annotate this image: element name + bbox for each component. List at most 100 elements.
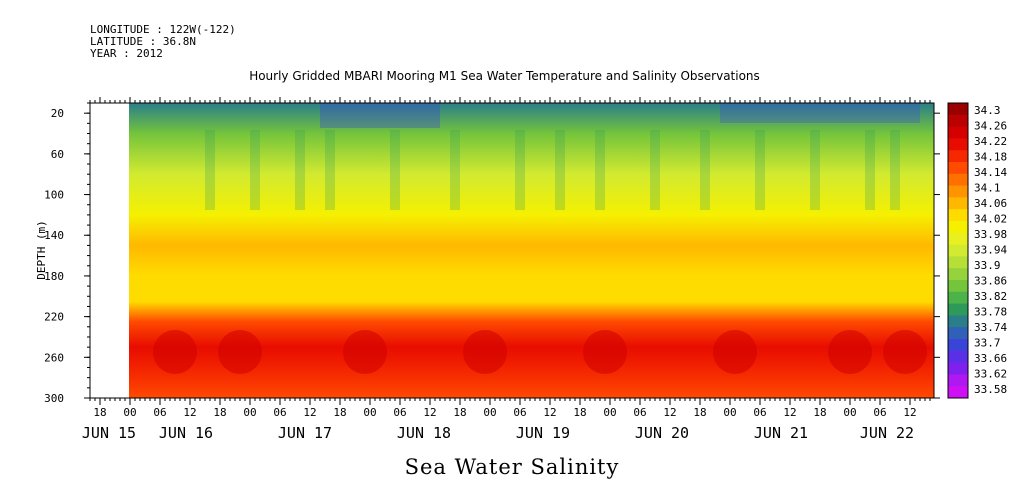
colorbar-swatch <box>948 291 968 305</box>
x-tick-label: 00 <box>123 406 136 419</box>
plume-10 <box>700 130 710 210</box>
x-tick-label: 06 <box>633 406 646 419</box>
colorbar-label: 34.26 <box>974 119 1007 132</box>
x-tick-label: 00 <box>603 406 616 419</box>
x-tick-label: 18 <box>213 406 226 419</box>
colorbar-swatch <box>948 197 968 210</box>
colorbar-swatch <box>948 303 968 316</box>
colorbar-label: 33.86 <box>974 275 1007 288</box>
colorbar-swatch <box>948 268 968 281</box>
x-tick-label: 06 <box>753 406 766 419</box>
salinity-max-1 <box>218 330 262 374</box>
colorbar-label: 33.7 <box>974 337 1001 350</box>
y-tick-label: 60 <box>51 148 64 161</box>
colorbar-swatch <box>948 232 968 246</box>
x-tick-label: 00 <box>483 406 496 419</box>
x-day-label: JUN 22 <box>860 424 914 442</box>
plume-3 <box>325 130 335 210</box>
x-day-label: JUN 17 <box>278 424 332 442</box>
x-tick-label: 00 <box>363 406 376 419</box>
colorbar-label: 34.06 <box>974 197 1007 210</box>
x-day-label: JUN 19 <box>516 424 570 442</box>
x-tick-label: 06 <box>273 406 286 419</box>
plume-0 <box>205 130 215 210</box>
x-tick-label: 18 <box>453 406 466 419</box>
plume-12 <box>810 130 820 210</box>
x-day-label: JUN 21 <box>754 424 808 442</box>
colorbar-swatch <box>948 256 968 269</box>
plume-4 <box>390 130 400 210</box>
colorbar-label: 34.1 <box>974 181 1001 194</box>
colorbar-swatch <box>948 244 968 257</box>
x-tick-label: 18 <box>693 406 706 419</box>
colorbar-frame <box>947 102 969 399</box>
colorbar-label: 33.9 <box>974 259 1001 272</box>
x-tick-label: 18 <box>93 406 106 419</box>
colorbar-swatch <box>948 374 968 387</box>
plume-6 <box>515 130 525 210</box>
plume-7 <box>555 130 565 210</box>
colorbar-label: 33.74 <box>974 321 1007 334</box>
x-tick-label: 18 <box>813 406 826 419</box>
plot-frame <box>89 102 935 399</box>
x-tick-label: 12 <box>663 406 676 419</box>
salinity-field <box>129 103 934 398</box>
salinity-max-6 <box>828 330 872 374</box>
colorbar-label: 33.58 <box>974 383 1007 396</box>
colorbar-swatch <box>948 103 968 116</box>
y-tick-label: 260 <box>44 351 64 364</box>
colorbar-swatch <box>948 362 968 375</box>
chart-title: Hourly Gridded MBARI Mooring M1 Sea Wate… <box>249 69 760 83</box>
plume-11 <box>755 130 765 210</box>
y-tick-label: 300 <box>44 392 64 405</box>
x-tick-label: 06 <box>393 406 406 419</box>
longitude-label: LONGITUDE : 122W(-122) <box>90 23 236 36</box>
no-data-region <box>90 103 129 398</box>
colorbar-label: 34.22 <box>974 135 1007 148</box>
colorbar-swatch <box>948 173 968 187</box>
colorbar-label: 34.3 <box>974 104 1001 117</box>
halocline-band <box>129 292 934 299</box>
x-day-label: JUN 16 <box>159 424 213 442</box>
colorbar-swatch <box>948 162 968 175</box>
x-tick-label: 06 <box>153 406 166 419</box>
x-tick-label: 12 <box>423 406 436 419</box>
x-tick-label: 12 <box>543 406 556 419</box>
salinity-max-5 <box>713 330 757 374</box>
colorbar-swatch <box>948 126 968 139</box>
surface-fresh-patch <box>320 103 440 128</box>
latitude-label: LATITUDE : 36.8N <box>90 35 196 48</box>
axis-ticks: 20 60 100 140 180 220 260 300 18 00 06 12 18 00 06 12 18… <box>44 97 940 442</box>
colorbar-label: 33.62 <box>974 368 1007 381</box>
x-day-label: JUN 20 <box>635 424 689 442</box>
x-tick-label: 06 <box>513 406 526 419</box>
salinity-max-4 <box>583 330 627 374</box>
plume-13 <box>865 130 875 210</box>
y-tick-label: 180 <box>44 270 64 283</box>
surface-fresh-patch-2 <box>720 103 920 123</box>
x-day-label: JUN 15 <box>82 424 136 442</box>
plume-8 <box>595 130 605 210</box>
salinity-max-2 <box>343 330 387 374</box>
x-tick-label: 12 <box>303 406 316 419</box>
x-tick-label: 12 <box>903 406 916 419</box>
colorbar-swatch <box>948 221 968 234</box>
plume-2 <box>295 130 305 210</box>
x-tick-label: 00 <box>723 406 736 419</box>
colorbar-swatch <box>948 386 968 399</box>
x-tick-label: 06 <box>873 406 886 419</box>
x-tick-label: 00 <box>843 406 856 419</box>
colorbar-swatch <box>948 339 968 352</box>
plume-1 <box>250 130 260 210</box>
colorbar-swatch <box>948 315 968 328</box>
colorbar-swatch <box>948 150 968 163</box>
year-label: YEAR : 2012 <box>90 47 163 60</box>
plume-14 <box>890 130 900 210</box>
colorbar-label: 34.14 <box>974 166 1007 179</box>
colorbar-swatch <box>948 138 968 151</box>
x-tick-label: 00 <box>243 406 256 419</box>
plume-9 <box>650 130 660 210</box>
x-tick-label: 12 <box>183 406 196 419</box>
colorbar-label: 33.78 <box>974 306 1007 319</box>
